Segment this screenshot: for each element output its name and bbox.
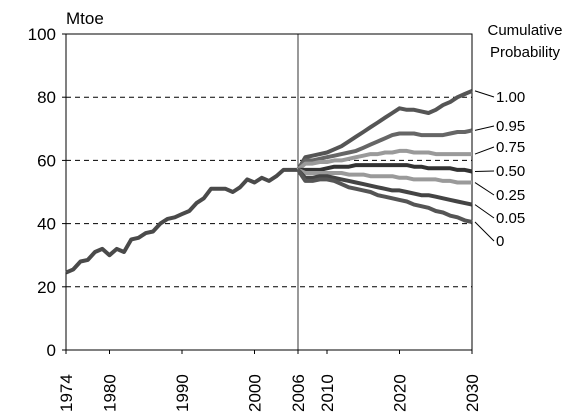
legend-leader bbox=[474, 221, 495, 242]
series-line bbox=[298, 163, 473, 174]
series-line bbox=[296, 89, 473, 171]
legend-label: 0.95 bbox=[496, 118, 525, 135]
y-tick-label: 100 bbox=[28, 25, 56, 44]
series-line bbox=[296, 168, 473, 224]
series-line bbox=[296, 128, 473, 172]
series-line bbox=[65, 167, 298, 275]
plot-frame bbox=[65, 33, 473, 351]
y-tick-label: 60 bbox=[37, 151, 56, 170]
legend-leader bbox=[474, 182, 495, 196]
series-line bbox=[297, 168, 472, 185]
x-tick-label: 2000 bbox=[246, 374, 265, 412]
x-tick-label: 1974 bbox=[57, 374, 76, 412]
legend-leader bbox=[474, 125, 495, 131]
legend-leader bbox=[474, 204, 495, 219]
legend-label: 0.25 bbox=[496, 187, 525, 204]
legend-label: 0.50 bbox=[496, 163, 525, 180]
legend-title: Probability bbox=[490, 44, 561, 61]
legend-leader bbox=[474, 146, 495, 155]
y-tick-label: 20 bbox=[37, 278, 56, 297]
x-tick-label: 1980 bbox=[101, 374, 120, 412]
x-tick-label: 2030 bbox=[463, 374, 482, 412]
y-axis-label: Mtoe bbox=[66, 9, 104, 28]
series-line bbox=[296, 168, 473, 207]
legend-label: 0.75 bbox=[496, 139, 525, 156]
legend-label: 1.00 bbox=[496, 89, 525, 106]
x-tick-label: 2006 bbox=[289, 374, 308, 412]
legend-leader bbox=[474, 90, 495, 98]
x-tick-label: 1990 bbox=[173, 374, 192, 412]
legend-title: Cumulative bbox=[487, 22, 562, 39]
series-line bbox=[296, 148, 472, 172]
x-tick-label: 2020 bbox=[391, 374, 410, 412]
legend-label: 0.05 bbox=[496, 210, 525, 227]
legend-label: 0 bbox=[496, 233, 504, 250]
y-tick-label: 40 bbox=[37, 215, 56, 234]
y-tick-label: 0 bbox=[47, 341, 56, 360]
x-tick-label: 2010 bbox=[318, 374, 337, 412]
y-tick-label: 80 bbox=[37, 88, 56, 107]
